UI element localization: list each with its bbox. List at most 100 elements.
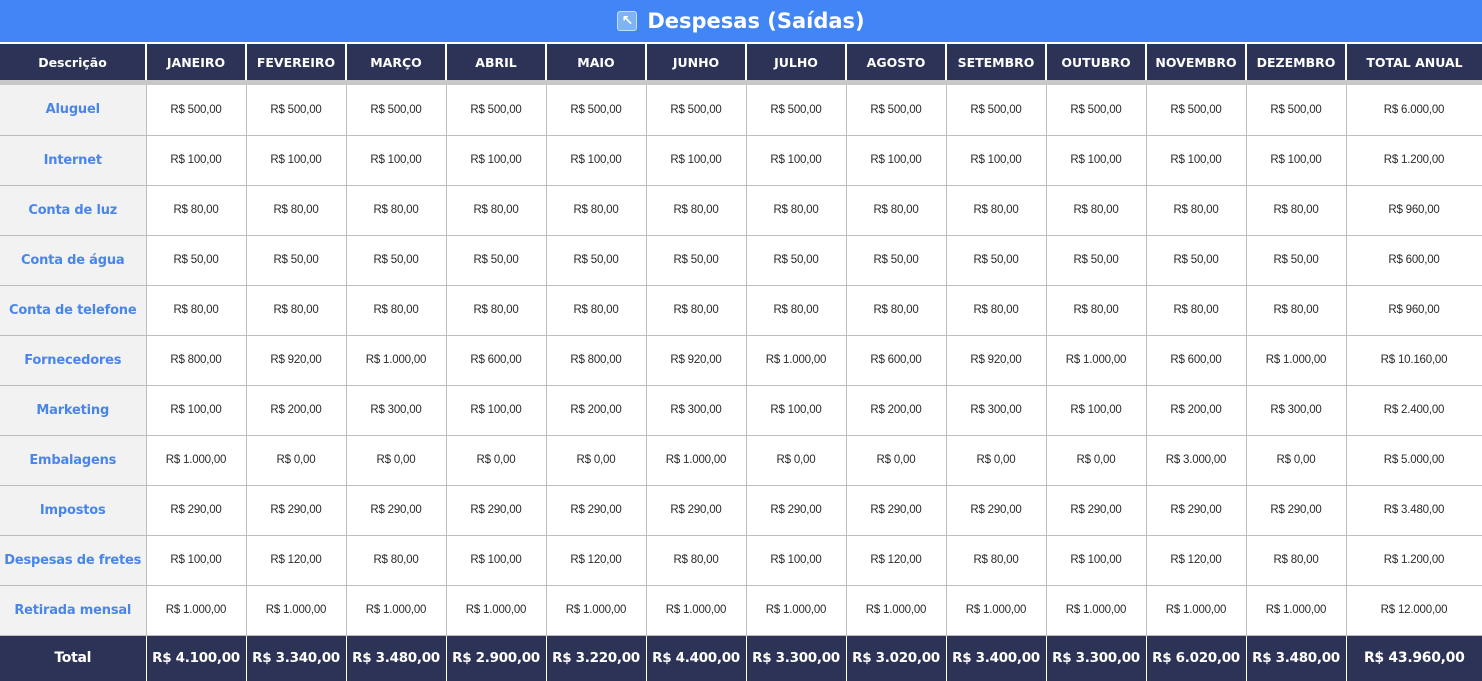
amount-cell[interactable]: R$ 1.000,00: [545, 584, 647, 636]
column-header-maio[interactable]: MAIO: [545, 44, 647, 80]
monthly-total-cell[interactable]: R$ 2.900,00: [445, 634, 547, 681]
amount-cell[interactable]: R$ 100,00: [745, 534, 847, 586]
amount-cell[interactable]: R$ 100,00: [245, 134, 347, 186]
amount-cell[interactable]: R$ 600,00: [1145, 334, 1247, 386]
amount-cell[interactable]: R$ 290,00: [1045, 484, 1147, 536]
amount-cell[interactable]: R$ 1.000,00: [845, 584, 947, 636]
amount-cell[interactable]: R$ 500,00: [1245, 85, 1347, 136]
arrow-up-left-icon[interactable]: ↖: [617, 11, 638, 31]
row-label[interactable]: Conta de telefone: [0, 284, 147, 336]
column-header-junho[interactable]: JUNHO: [645, 44, 747, 80]
amount-cell[interactable]: R$ 100,00: [145, 134, 247, 186]
amount-cell[interactable]: R$ 80,00: [1245, 284, 1347, 336]
amount-cell[interactable]: R$ 500,00: [445, 85, 547, 136]
monthly-total-cell[interactable]: R$ 3.400,00: [945, 634, 1047, 681]
amount-cell[interactable]: R$ 80,00: [145, 284, 247, 336]
amount-cell[interactable]: R$ 1.000,00: [245, 584, 347, 636]
amount-cell[interactable]: R$ 0,00: [545, 434, 647, 486]
amount-cell[interactable]: R$ 50,00: [145, 234, 247, 286]
monthly-total-cell[interactable]: R$ 3.300,00: [1045, 634, 1147, 681]
annual-total-cell[interactable]: R$ 960,00: [1345, 184, 1482, 236]
amount-cell[interactable]: R$ 500,00: [545, 85, 647, 136]
amount-cell[interactable]: R$ 1.000,00: [945, 584, 1047, 636]
amount-cell[interactable]: R$ 50,00: [345, 234, 447, 286]
amount-cell[interactable]: R$ 120,00: [845, 534, 947, 586]
amount-cell[interactable]: R$ 0,00: [245, 434, 347, 486]
amount-cell[interactable]: R$ 290,00: [345, 484, 447, 536]
amount-cell[interactable]: R$ 1.000,00: [1045, 584, 1147, 636]
amount-cell[interactable]: R$ 0,00: [445, 434, 547, 486]
column-header-setembro[interactable]: SETEMBRO: [945, 44, 1047, 80]
amount-cell[interactable]: R$ 300,00: [945, 384, 1047, 436]
amount-cell[interactable]: R$ 120,00: [245, 534, 347, 586]
amount-cell[interactable]: R$ 120,00: [1145, 534, 1247, 586]
amount-cell[interactable]: R$ 920,00: [945, 334, 1047, 386]
amount-cell[interactable]: R$ 50,00: [1145, 234, 1247, 286]
amount-cell[interactable]: R$ 1.000,00: [1045, 334, 1147, 386]
row-label[interactable]: Aluguel: [0, 85, 147, 136]
amount-cell[interactable]: R$ 290,00: [145, 484, 247, 536]
amount-cell[interactable]: R$ 80,00: [1045, 184, 1147, 236]
amount-cell[interactable]: R$ 0,00: [845, 434, 947, 486]
amount-cell[interactable]: R$ 500,00: [645, 85, 747, 136]
amount-cell[interactable]: R$ 80,00: [445, 184, 547, 236]
amount-cell[interactable]: R$ 80,00: [745, 284, 847, 336]
amount-cell[interactable]: R$ 80,00: [545, 284, 647, 336]
amount-cell[interactable]: R$ 300,00: [645, 384, 747, 436]
amount-cell[interactable]: R$ 80,00: [145, 184, 247, 236]
amount-cell[interactable]: R$ 100,00: [145, 534, 247, 586]
amount-cell[interactable]: R$ 290,00: [545, 484, 647, 536]
annual-total-cell[interactable]: R$ 3.480,00: [1345, 484, 1482, 536]
amount-cell[interactable]: R$ 3.000,00: [1145, 434, 1247, 486]
amount-cell[interactable]: R$ 80,00: [645, 184, 747, 236]
amount-cell[interactable]: R$ 300,00: [345, 384, 447, 436]
amount-cell[interactable]: R$ 80,00: [1245, 534, 1347, 586]
amount-cell[interactable]: R$ 1.000,00: [345, 584, 447, 636]
amount-cell[interactable]: R$ 920,00: [645, 334, 747, 386]
column-header-fevereiro[interactable]: FEVEREIRO: [245, 44, 347, 80]
row-label[interactable]: Marketing: [0, 384, 147, 436]
annual-total-cell[interactable]: R$ 5.000,00: [1345, 434, 1482, 486]
amount-cell[interactable]: R$ 100,00: [445, 384, 547, 436]
column-header-julho[interactable]: JULHO: [745, 44, 847, 80]
monthly-total-cell[interactable]: R$ 3.480,00: [345, 634, 447, 681]
monthly-total-cell[interactable]: R$ 3.340,00: [245, 634, 347, 681]
amount-cell[interactable]: R$ 100,00: [145, 384, 247, 436]
amount-cell[interactable]: R$ 80,00: [645, 284, 747, 336]
column-header-novembro[interactable]: NOVEMBRO: [1145, 44, 1247, 80]
amount-cell[interactable]: R$ 80,00: [545, 184, 647, 236]
amount-cell[interactable]: R$ 80,00: [1045, 284, 1147, 336]
amount-cell[interactable]: R$ 50,00: [1045, 234, 1147, 286]
amount-cell[interactable]: R$ 600,00: [445, 334, 547, 386]
grand-total-cell[interactable]: R$ 43.960,00: [1345, 634, 1482, 681]
row-label[interactable]: Conta de água: [0, 234, 147, 286]
amount-cell[interactable]: R$ 80,00: [845, 184, 947, 236]
column-header-abril[interactable]: ABRIL: [445, 44, 547, 80]
amount-cell[interactable]: R$ 500,00: [745, 85, 847, 136]
amount-cell[interactable]: R$ 500,00: [345, 85, 447, 136]
amount-cell[interactable]: R$ 50,00: [845, 234, 947, 286]
amount-cell[interactable]: R$ 80,00: [845, 284, 947, 336]
amount-cell[interactable]: R$ 800,00: [145, 334, 247, 386]
row-label[interactable]: Internet: [0, 134, 147, 186]
amount-cell[interactable]: R$ 100,00: [945, 134, 1047, 186]
amount-cell[interactable]: R$ 290,00: [745, 484, 847, 536]
amount-cell[interactable]: R$ 80,00: [1145, 284, 1247, 336]
amount-cell[interactable]: R$ 1.000,00: [745, 584, 847, 636]
column-header-outubro[interactable]: OUTUBRO: [1045, 44, 1147, 80]
amount-cell[interactable]: R$ 100,00: [545, 134, 647, 186]
column-header-descricao[interactable]: Descrição: [0, 44, 147, 80]
amount-cell[interactable]: R$ 1.000,00: [1145, 584, 1247, 636]
amount-cell[interactable]: R$ 80,00: [745, 184, 847, 236]
amount-cell[interactable]: R$ 100,00: [445, 534, 547, 586]
monthly-total-cell[interactable]: R$ 4.400,00: [645, 634, 747, 681]
amount-cell[interactable]: R$ 1.000,00: [145, 584, 247, 636]
amount-cell[interactable]: R$ 290,00: [245, 484, 347, 536]
amount-cell[interactable]: R$ 290,00: [1145, 484, 1247, 536]
amount-cell[interactable]: R$ 200,00: [845, 384, 947, 436]
amount-cell[interactable]: R$ 80,00: [945, 184, 1047, 236]
row-label[interactable]: Embalagens: [0, 434, 147, 486]
amount-cell[interactable]: R$ 1.000,00: [345, 334, 447, 386]
row-label[interactable]: Despesas de fretes: [0, 534, 147, 586]
amount-cell[interactable]: R$ 80,00: [645, 534, 747, 586]
